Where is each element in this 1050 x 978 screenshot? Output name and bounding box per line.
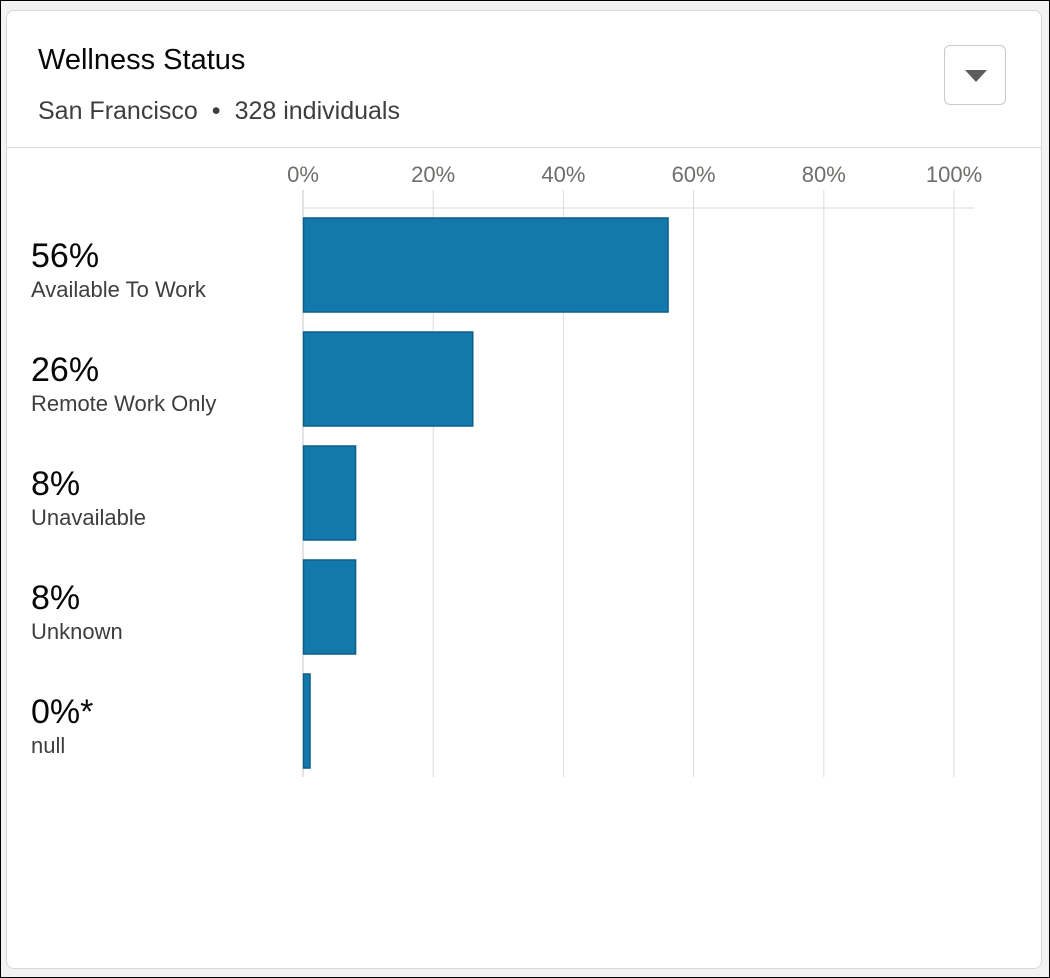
row-label: 0%* null <box>31 692 93 760</box>
separator-dot: • <box>211 97 221 125</box>
wellness-status-card: Wellness Status San Francisco • 328 indivi… <box>6 10 1042 969</box>
card-menu-button[interactable] <box>944 45 1006 105</box>
value-label: 8% <box>31 465 81 503</box>
value-label: 26% <box>31 351 100 389</box>
category-label: Available To Work <box>31 277 206 302</box>
x-tick-label: 100% <box>926 162 982 187</box>
row-label: 56% Available To Work <box>31 236 206 304</box>
value-label: 8% <box>31 579 81 617</box>
card-title: Wellness Status <box>38 44 246 76</box>
category-label: Remote Work Only <box>31 391 217 416</box>
x-tick-label: 80% <box>802 162 846 187</box>
individual-count: 328 individuals <box>234 97 400 125</box>
bar-remote-work-only[interactable] <box>302 331 474 427</box>
row-label: 8% Unknown <box>31 578 123 646</box>
x-tick-label: 20% <box>411 162 455 187</box>
bar-unavailable[interactable] <box>302 445 357 541</box>
chevron-down-icon <box>965 70 987 82</box>
row-label: 26% Remote Work Only <box>31 350 216 418</box>
category-label: Unavailable <box>31 505 146 530</box>
header-divider <box>7 147 1041 148</box>
value-label: 0%* <box>31 693 94 731</box>
x-tick-label: 40% <box>541 162 585 187</box>
bar-null[interactable] <box>302 673 311 769</box>
bar-unknown[interactable] <box>302 559 357 655</box>
x-tick-label: 60% <box>672 162 716 187</box>
category-label: Unknown <box>31 619 123 644</box>
category-label: null <box>31 733 66 758</box>
value-label: 56% <box>31 237 100 275</box>
card-subtitle: San Francisco • 328 individuals <box>38 97 400 126</box>
location-label: San Francisco <box>38 97 198 125</box>
bar-available-to-work[interactable] <box>302 217 669 313</box>
x-tick-label: 0% <box>287 162 319 187</box>
row-label: 8% Unavailable <box>31 464 146 532</box>
